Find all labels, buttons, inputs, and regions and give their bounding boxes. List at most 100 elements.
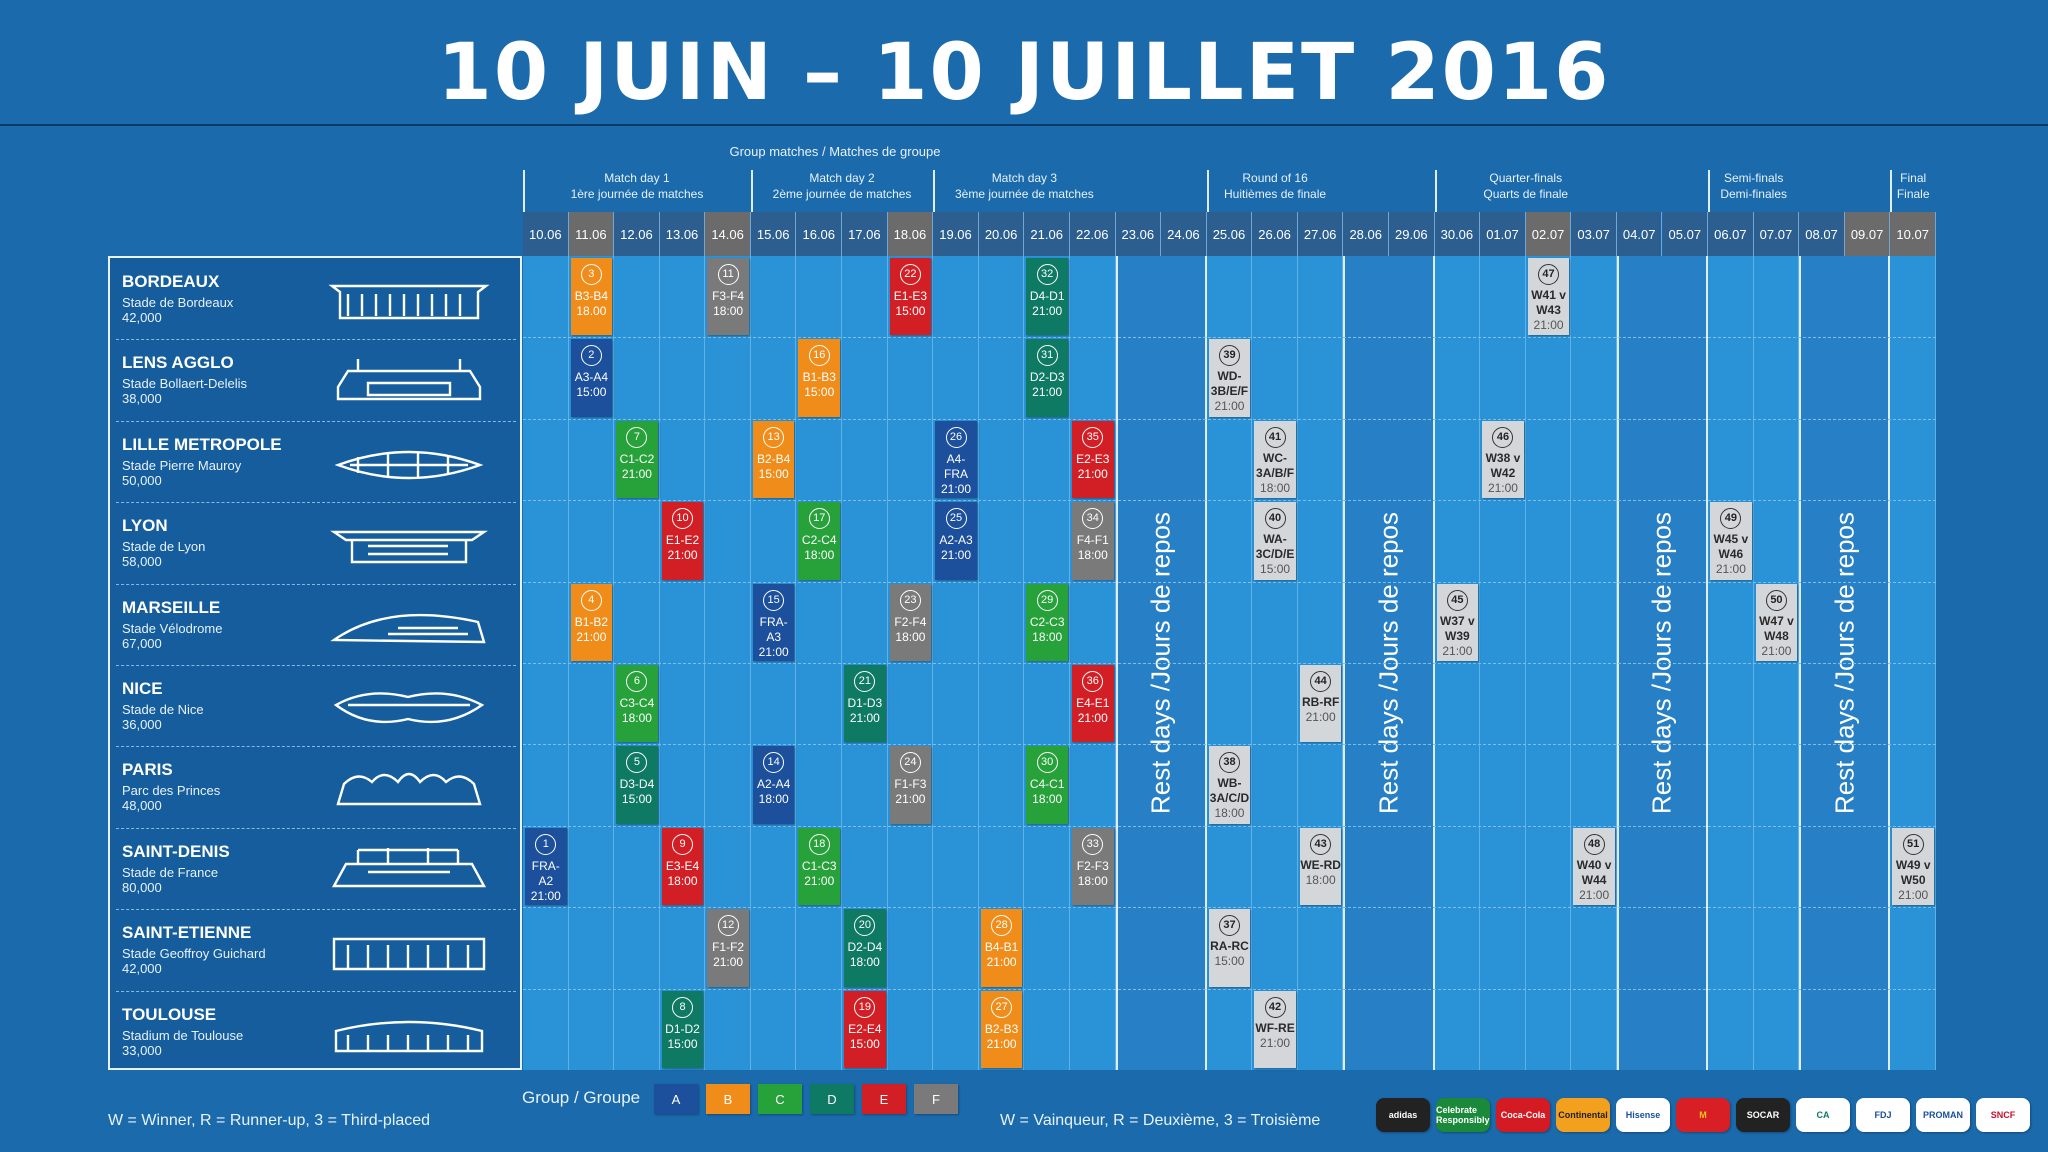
city-name: PARIS bbox=[122, 760, 173, 780]
match-card-10[interactable]: 10 E1-E2 21:00 bbox=[661, 502, 704, 580]
match-teams: C2-C3 bbox=[1029, 614, 1065, 629]
match-time: 21:00 bbox=[986, 955, 1017, 970]
knockout-card-49[interactable]: 49 W45 v W46 21:00 bbox=[1710, 502, 1752, 580]
match-card-21[interactable]: 21 D1-D3 21:00 bbox=[844, 665, 886, 743]
match-card-1[interactable]: 1 FRA-A2 21:00 bbox=[525, 827, 567, 906]
city-row-divider bbox=[116, 502, 516, 504]
row-divider bbox=[523, 744, 1936, 746]
date-cell: 18.06 bbox=[887, 212, 934, 256]
knockout-card-44[interactable]: 44 RB-RF 21:00 bbox=[1299, 665, 1342, 743]
city-row-divider bbox=[116, 339, 516, 341]
match-number: 25 bbox=[945, 508, 967, 530]
match-card-30[interactable]: 30 C4-C1 18:00 bbox=[1026, 746, 1068, 824]
match-card-11[interactable]: 11 F3-F4 18:00 bbox=[707, 258, 749, 336]
phase-separator bbox=[1890, 170, 1893, 212]
match-card-7[interactable]: 7 C1-C2 21:00 bbox=[616, 420, 658, 499]
legend-french: W = Vainqueur, R = Deuxième, 3 = Troisiè… bbox=[1000, 1112, 1321, 1129]
phase-title-fr: Huitièmes de finale bbox=[1224, 187, 1327, 201]
match-line1: WD- bbox=[1217, 369, 1242, 384]
row-divider bbox=[523, 337, 1936, 339]
knockout-card-46[interactable]: 46 W38 v W42 21:00 bbox=[1482, 420, 1524, 499]
row-divider bbox=[523, 907, 1936, 909]
knockout-card-47[interactable]: 47 W41 v W43 21:00 bbox=[1527, 258, 1570, 336]
match-card-34[interactable]: 34 F4-F1 18:00 bbox=[1071, 502, 1114, 580]
proman-logo-icon: PROMAN bbox=[1916, 1098, 1970, 1132]
match-number: 14 bbox=[763, 752, 785, 774]
match-number: 45 bbox=[1446, 589, 1468, 611]
knockout-card-43[interactable]: 43 WE-RD 18:00 bbox=[1299, 827, 1342, 906]
match-card-35[interactable]: 35 E2-E3 21:00 bbox=[1071, 420, 1114, 499]
stadium-name: Stade de Nice bbox=[122, 702, 204, 717]
match-time: 18:00 bbox=[1032, 792, 1063, 807]
match-time: 15:00 bbox=[667, 1036, 698, 1051]
city-label: SAINT-DENIS Stade de France 80,000 bbox=[122, 842, 322, 895]
match-card-15[interactable]: 15 FRA-A3 21:00 bbox=[752, 583, 795, 661]
match-number: 13 bbox=[763, 426, 785, 448]
match-card-33[interactable]: 33 F2-F3 18:00 bbox=[1071, 827, 1114, 906]
knockout-card-42[interactable]: 42 WF-RE 21:00 bbox=[1254, 990, 1296, 1068]
match-time: 21:00 bbox=[1077, 711, 1108, 725]
match-card-2[interactable]: 2 A3-A4 15:00 bbox=[570, 339, 613, 417]
match-time: 18:00 bbox=[1214, 806, 1245, 821]
match-card-25[interactable]: 25 A2-A3 21:00 bbox=[935, 502, 977, 580]
match-card-14[interactable]: 14 A2-A4 18:00 bbox=[752, 746, 795, 824]
knockout-card-37[interactable]: 37 RA-RC 15:00 bbox=[1208, 909, 1251, 987]
match-card-36[interactable]: 36 E4-E1 21:00 bbox=[1071, 665, 1114, 743]
match-time: 21:00 bbox=[530, 888, 561, 903]
match-number: 6 bbox=[626, 671, 648, 692]
match-number: 20 bbox=[854, 915, 876, 937]
match-card-4[interactable]: 4 B1-B2 21:00 bbox=[570, 583, 613, 661]
match-card-31[interactable]: 31 D2-D3 21:00 bbox=[1026, 339, 1068, 417]
match-card-13[interactable]: 13 B2-B4 15:00 bbox=[752, 420, 795, 499]
row-divider bbox=[523, 825, 1936, 827]
match-card-28[interactable]: 28 B4-B1 21:00 bbox=[980, 909, 1023, 987]
date-cell: 02.07 bbox=[1525, 212, 1572, 256]
match-card-8[interactable]: 8 D1-D2 15:00 bbox=[661, 990, 704, 1068]
match-time: 18:00 bbox=[804, 548, 835, 563]
date-cell: 30.06 bbox=[1434, 212, 1481, 256]
match-card-24[interactable]: 24 F1-F3 21:00 bbox=[889, 746, 932, 824]
match-card-12[interactable]: 12 F1-F2 21:00 bbox=[707, 909, 749, 987]
match-card-18[interactable]: 18 C1-C3 21:00 bbox=[798, 827, 841, 906]
match-number: 39 bbox=[1218, 345, 1240, 367]
match-card-23[interactable]: 23 F2-F4 18:00 bbox=[889, 583, 932, 661]
match-teams: C3-C4 bbox=[619, 696, 655, 710]
match-card-32[interactable]: 32 D4-D1 21:00 bbox=[1026, 258, 1068, 336]
date-cell: 26.06 bbox=[1252, 212, 1298, 256]
match-teams: C1-C2 bbox=[619, 451, 655, 466]
date-cell: 07.07 bbox=[1753, 212, 1800, 256]
knockout-card-45[interactable]: 45 W37 v W39 21:00 bbox=[1436, 583, 1479, 661]
date-cell: 15.06 bbox=[750, 212, 797, 256]
match-card-9[interactable]: 9 E3-E4 18:00 bbox=[661, 827, 704, 906]
stadium-capacity: 48,000 bbox=[122, 798, 162, 814]
match-line1: WA- bbox=[1263, 532, 1287, 547]
match-teams: FRA-A3 bbox=[759, 614, 788, 644]
match-number: 8 bbox=[672, 996, 694, 1018]
match-card-29[interactable]: 29 C2-C3 18:00 bbox=[1026, 583, 1068, 661]
match-time: 18:00 bbox=[621, 711, 652, 725]
match-time: 15:00 bbox=[849, 1036, 880, 1051]
knockout-card-39[interactable]: 39 WD- 3B/E/F 21:00 bbox=[1208, 339, 1251, 417]
match-teams: E4-E1 bbox=[1076, 696, 1110, 710]
match-card-22[interactable]: 22 E1-E3 15:00 bbox=[889, 258, 932, 336]
knockout-card-40[interactable]: 40 WA- 3C/D/E 15:00 bbox=[1254, 502, 1296, 580]
match-number: 22 bbox=[899, 264, 921, 285]
date-cell: 24.06 bbox=[1161, 212, 1207, 256]
match-card-19[interactable]: 19 E2-E4 15:00 bbox=[844, 990, 886, 1068]
knockout-card-51[interactable]: 51 W49 v W50 21:00 bbox=[1892, 827, 1934, 906]
match-line1: W37 v bbox=[1440, 613, 1475, 628]
match-card-17[interactable]: 17 C2-C4 18:00 bbox=[798, 502, 841, 580]
match-card-16[interactable]: 16 B1-B3 15:00 bbox=[798, 339, 841, 417]
knockout-card-48[interactable]: 48 W40 v W44 21:00 bbox=[1573, 827, 1615, 906]
knockout-card-50[interactable]: 50 W47 v W48 21:00 bbox=[1755, 583, 1798, 661]
knockout-card-38[interactable]: 38 WB- 3A/C/D 18:00 bbox=[1208, 746, 1251, 824]
match-time: 21:00 bbox=[940, 548, 972, 563]
match-card-20[interactable]: 20 D2-D4 18:00 bbox=[844, 909, 886, 987]
knockout-card-41[interactable]: 41 WC- 3A/B/F 18:00 bbox=[1254, 420, 1296, 499]
match-card-5[interactable]: 5 D3-D4 15:00 bbox=[616, 746, 658, 824]
match-card-6[interactable]: 6 C3-C4 18:00 bbox=[616, 665, 658, 743]
match-card-27[interactable]: 27 B2-B3 21:00 bbox=[980, 990, 1023, 1068]
match-line1: W41 v bbox=[1531, 288, 1566, 302]
match-card-3[interactable]: 3 B3-B4 18.00 bbox=[570, 258, 613, 336]
match-card-26[interactable]: 26 A4-FRA 21:00 bbox=[935, 420, 977, 499]
